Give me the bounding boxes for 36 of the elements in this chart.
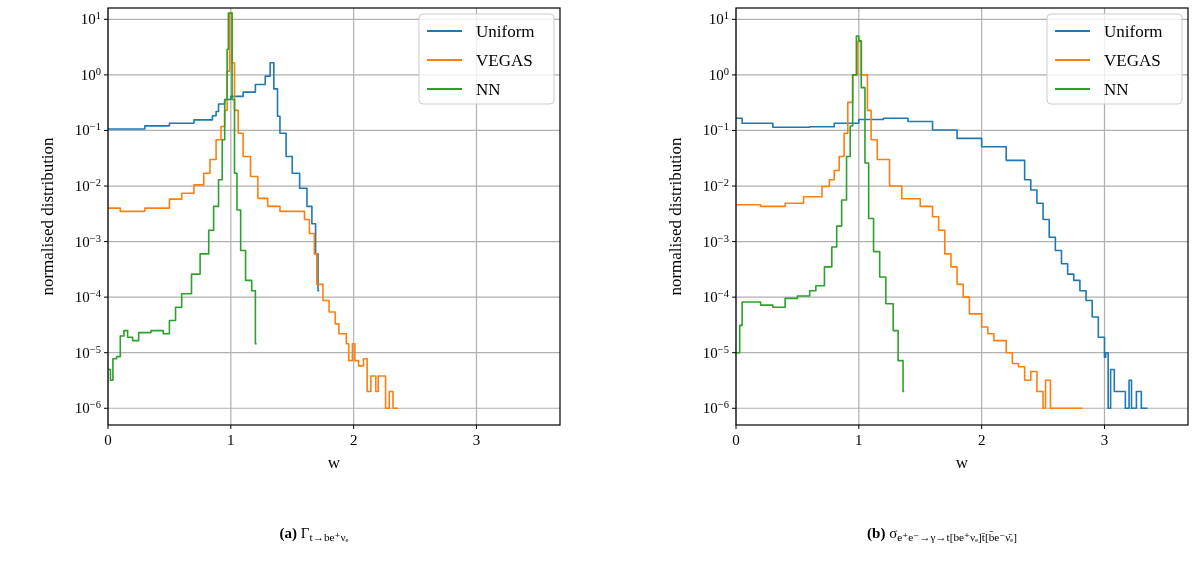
- y-tick-label: 10$^{−6}$: [74, 399, 101, 417]
- y-tick-label: 10$^{−6}$: [702, 399, 729, 417]
- text: (b) σ$_{e⁺e⁻→γ→t[be⁺νₑ]t̄[b̄e⁻ν̄ₑ]}$: [867, 525, 1017, 544]
- x-tick-label: 2: [349, 432, 358, 448]
- y-tick-label: 10$^{0}$: [80, 65, 101, 83]
- y-tick-label: 10$^{0}$: [708, 65, 729, 83]
- x-tick-label: 0: [104, 432, 112, 448]
- legend-label: VEGAS: [1104, 51, 1161, 70]
- legend-label: NN: [476, 80, 501, 99]
- y-tick-label: 10$^{1}$: [80, 10, 101, 28]
- x-tick-label: 2: [977, 432, 986, 448]
- y-tick-label: 10$^{1}$: [708, 10, 729, 28]
- y-tick-label: 10$^{−1}$: [74, 121, 101, 139]
- y-axis-title: normalised distribution: [666, 136, 685, 296]
- y-tick-label: 10$^{−2}$: [702, 177, 729, 195]
- legend-label: Uniform: [1104, 22, 1163, 41]
- y-tick-label: 10$^{−3}$: [74, 232, 101, 250]
- x-tick-label: 0: [732, 432, 740, 448]
- y-tick-label: 10$^{−2}$: [74, 177, 101, 195]
- y-tick-label: 10$^{−3}$: [702, 232, 729, 250]
- text: (a) Γ$_{t→be⁺νₑ}$: [279, 525, 349, 544]
- y-tick-label: 10$^{−1}$: [702, 121, 729, 139]
- y-tick-label: 10$^{−5}$: [702, 343, 729, 361]
- y-tick-label: 10$^{−4}$: [74, 288, 102, 306]
- legend-label: Uniform: [476, 22, 535, 41]
- x-axis-title: w: [955, 453, 969, 472]
- x-tick-label: 3: [472, 432, 481, 448]
- x-axis-title: w: [327, 453, 341, 472]
- y-tick-label: 10$^{−5}$: [74, 343, 101, 361]
- y-tick-label: 10$^{−4}$: [702, 288, 730, 306]
- x-tick-label: 1: [855, 432, 863, 448]
- y-axis-title: normalised distribution: [38, 136, 57, 296]
- legend-label: VEGAS: [476, 51, 533, 70]
- x-tick-label: 1: [227, 432, 235, 448]
- legend-label: NN: [1104, 80, 1129, 99]
- x-tick-label: 3: [1100, 432, 1109, 448]
